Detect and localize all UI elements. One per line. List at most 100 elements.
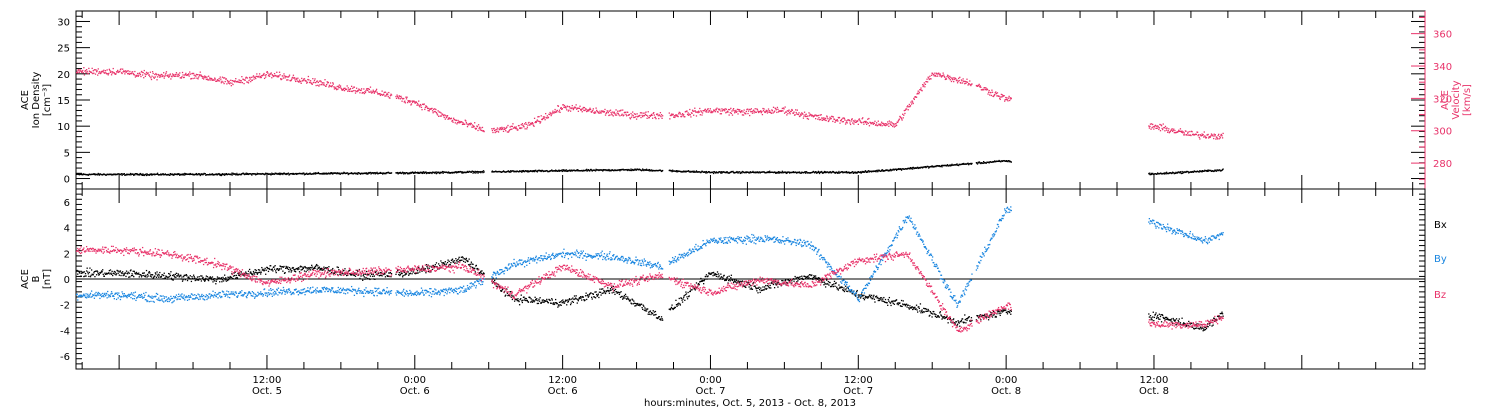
data-point bbox=[563, 106, 565, 108]
data-point bbox=[530, 298, 532, 300]
data-point bbox=[742, 111, 744, 113]
data-point bbox=[629, 118, 632, 120]
data-point bbox=[842, 289, 845, 292]
data-point bbox=[899, 115, 901, 118]
data-point bbox=[884, 123, 886, 125]
data-point bbox=[927, 165, 929, 168]
data-point bbox=[549, 111, 551, 114]
data-point bbox=[137, 75, 139, 77]
data-point bbox=[812, 115, 814, 117]
data-point bbox=[456, 171, 458, 173]
data-point bbox=[298, 81, 300, 83]
data-point bbox=[321, 269, 323, 271]
data-point bbox=[857, 294, 859, 296]
data-point bbox=[413, 100, 415, 102]
data-point bbox=[315, 84, 317, 87]
data-point bbox=[480, 127, 482, 129]
data-point bbox=[121, 72, 123, 75]
data-point bbox=[513, 127, 515, 129]
y-tick-label: 2 bbox=[64, 249, 70, 260]
data-point bbox=[387, 275, 389, 277]
data-point bbox=[561, 107, 563, 110]
data-point bbox=[609, 114, 611, 116]
data-point bbox=[212, 281, 214, 283]
data-point bbox=[235, 277, 237, 279]
data-point bbox=[120, 72, 123, 74]
data-point bbox=[585, 292, 587, 294]
data-point bbox=[639, 305, 641, 307]
data-point bbox=[360, 89, 362, 92]
data-point bbox=[777, 286, 779, 288]
data-point bbox=[906, 106, 908, 108]
data-point bbox=[406, 96, 408, 98]
data-point bbox=[380, 93, 383, 96]
data-point bbox=[823, 117, 825, 119]
data-point bbox=[140, 70, 143, 73]
data-point bbox=[686, 110, 688, 112]
data-point bbox=[680, 115, 683, 118]
data-point bbox=[482, 171, 484, 174]
data-point bbox=[1005, 160, 1008, 162]
data-point bbox=[864, 120, 866, 123]
data-point bbox=[953, 78, 955, 81]
data-point bbox=[135, 173, 138, 175]
data-point bbox=[250, 173, 252, 175]
data-point bbox=[372, 91, 374, 93]
data-point bbox=[373, 92, 376, 94]
data-point bbox=[729, 280, 731, 282]
data-point bbox=[707, 111, 710, 113]
data-point bbox=[814, 171, 816, 174]
data-point bbox=[644, 114, 647, 116]
data-point bbox=[218, 78, 220, 80]
data-point bbox=[309, 269, 312, 271]
data-point bbox=[396, 94, 398, 96]
data-point bbox=[239, 79, 241, 82]
data-point bbox=[435, 262, 438, 264]
data-point bbox=[892, 169, 894, 171]
data-point bbox=[537, 299, 539, 302]
data-point bbox=[700, 280, 703, 283]
data-point bbox=[292, 267, 295, 269]
data-point bbox=[836, 119, 838, 122]
data-point bbox=[399, 171, 402, 174]
data-point bbox=[458, 122, 460, 124]
data-point bbox=[592, 292, 594, 295]
data-point bbox=[575, 295, 577, 297]
data-point bbox=[211, 173, 214, 175]
data-point bbox=[752, 110, 754, 112]
data-point bbox=[360, 88, 363, 90]
data-point bbox=[915, 96, 918, 98]
data-point bbox=[263, 77, 266, 80]
data-point bbox=[706, 278, 708, 280]
data-point bbox=[222, 81, 224, 83]
data-point bbox=[578, 298, 580, 300]
data-point bbox=[219, 76, 221, 78]
data-point bbox=[924, 165, 927, 168]
data-point bbox=[82, 69, 84, 72]
data-point bbox=[1003, 95, 1005, 97]
data-point bbox=[551, 169, 553, 171]
data-point bbox=[658, 316, 660, 318]
data-point bbox=[491, 282, 494, 284]
data-point bbox=[354, 89, 356, 92]
data-point bbox=[457, 121, 460, 123]
data-point bbox=[160, 173, 162, 175]
data-point bbox=[309, 81, 311, 84]
data-point bbox=[340, 274, 342, 276]
data-point bbox=[561, 170, 563, 173]
data-point bbox=[447, 265, 450, 267]
data-point bbox=[651, 170, 653, 172]
data-point bbox=[620, 291, 622, 293]
data-point bbox=[648, 168, 650, 171]
data-point bbox=[927, 76, 929, 78]
data-point bbox=[538, 120, 541, 123]
data-point bbox=[951, 77, 953, 80]
data-point bbox=[271, 77, 273, 79]
y-axis-label: [nT] bbox=[42, 269, 53, 289]
data-point bbox=[712, 172, 715, 175]
data-point bbox=[578, 297, 581, 299]
data-point bbox=[252, 273, 254, 275]
data-point bbox=[725, 108, 728, 110]
data-point bbox=[117, 69, 119, 72]
data-point bbox=[329, 82, 332, 84]
